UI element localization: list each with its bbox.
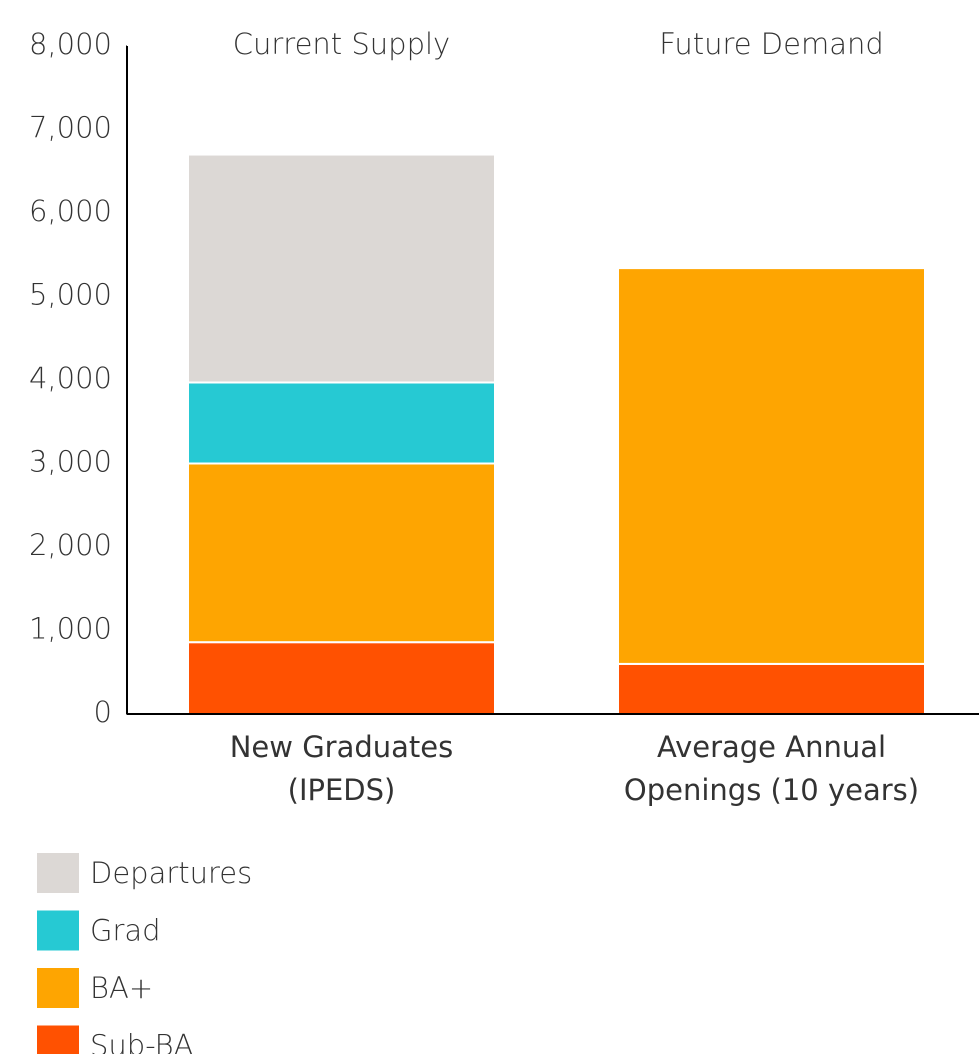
x-tick-label-box: New Graduates (IPEDS) xyxy=(229,730,454,807)
bar-segment xyxy=(187,462,496,644)
y-tick-label: 6,000 xyxy=(29,194,112,228)
bar-segment xyxy=(617,267,926,665)
legend-label: Departures xyxy=(90,856,252,890)
annotation: Current Supply xyxy=(233,27,450,61)
bar-segment xyxy=(617,662,926,716)
x-tick-label: New Graduates (IPEDS) xyxy=(229,730,454,807)
bar-segment xyxy=(187,381,496,465)
bar-segment xyxy=(187,153,496,384)
y-tick-label: 0 xyxy=(94,695,112,729)
legend-label: Grad xyxy=(90,914,161,948)
y-tick-label: 3,000 xyxy=(29,445,112,479)
x-tick-label-box: Average Annual Openings (10 years) xyxy=(623,730,920,807)
legend-swatch xyxy=(37,1025,79,1054)
legend-swatch xyxy=(37,968,79,1008)
bar-segment xyxy=(187,641,496,715)
y-tick-label: 2,000 xyxy=(29,528,112,562)
legend-label: BA+ xyxy=(90,971,153,1005)
y-tick-label: 7,000 xyxy=(29,111,112,145)
y-tick-label: 4,000 xyxy=(29,361,112,395)
y-tick-label: 8,000 xyxy=(29,27,112,61)
annotation: Future Demand xyxy=(659,27,884,61)
x-tick-label: Average Annual Openings (10 years) xyxy=(623,730,920,807)
legend-swatch xyxy=(37,910,79,951)
y-tick-label: 1,000 xyxy=(29,612,112,646)
legend-label: Sub-BA xyxy=(90,1029,193,1054)
y-tick-label: 5,000 xyxy=(29,278,112,312)
legend-swatch xyxy=(37,853,79,893)
